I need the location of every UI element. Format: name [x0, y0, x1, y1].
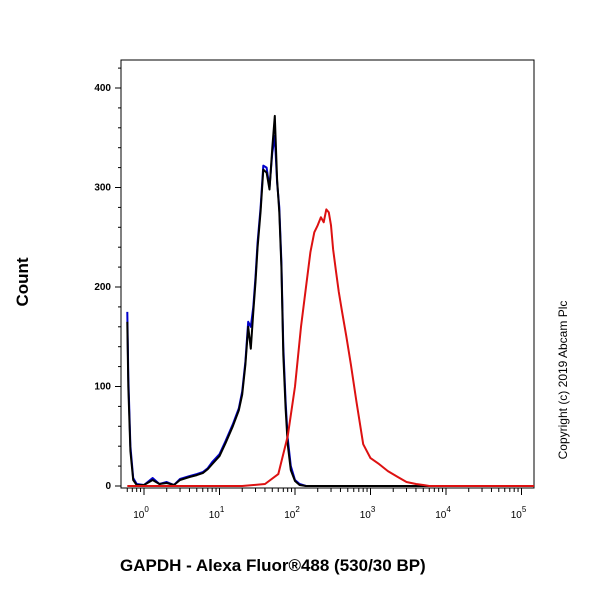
x-tick-label: 104 — [435, 505, 451, 521]
x-tick-label: 105 — [511, 505, 527, 521]
x-tick-label: 100 — [133, 505, 149, 521]
y-axis-label: Count — [13, 257, 32, 307]
x-axis-label: GAPDH - Alexa Fluor®488 (530/30 BP) — [120, 556, 426, 575]
copyright-text: Copyright (c) 2019 Abcam Plc — [556, 300, 570, 460]
series-line-3 — [127, 208, 534, 487]
copyright-box: Copyright (c) 2019 Abcam Plc — [553, 301, 573, 460]
series-line-2 — [126, 114, 534, 487]
y-tick-label: 100 — [94, 382, 111, 393]
x-tick-label: 101 — [209, 505, 225, 521]
x-tick-label: 103 — [360, 505, 376, 521]
y-axis: 0 100 200 300 400 — [94, 67, 121, 492]
y-tick-label: 0 — [105, 481, 111, 492]
series-layer — [126, 114, 534, 487]
y-tick-label: 300 — [94, 183, 111, 194]
x-axis: 100 101 102 103 104 105 — [126, 488, 527, 521]
y-tick-label: 200 — [94, 282, 111, 293]
y-tick-label: 400 — [94, 83, 111, 94]
y-axis-label-box: Count — [8, 257, 38, 306]
x-tick-label: 102 — [284, 505, 300, 521]
plot-frame — [120, 59, 535, 489]
